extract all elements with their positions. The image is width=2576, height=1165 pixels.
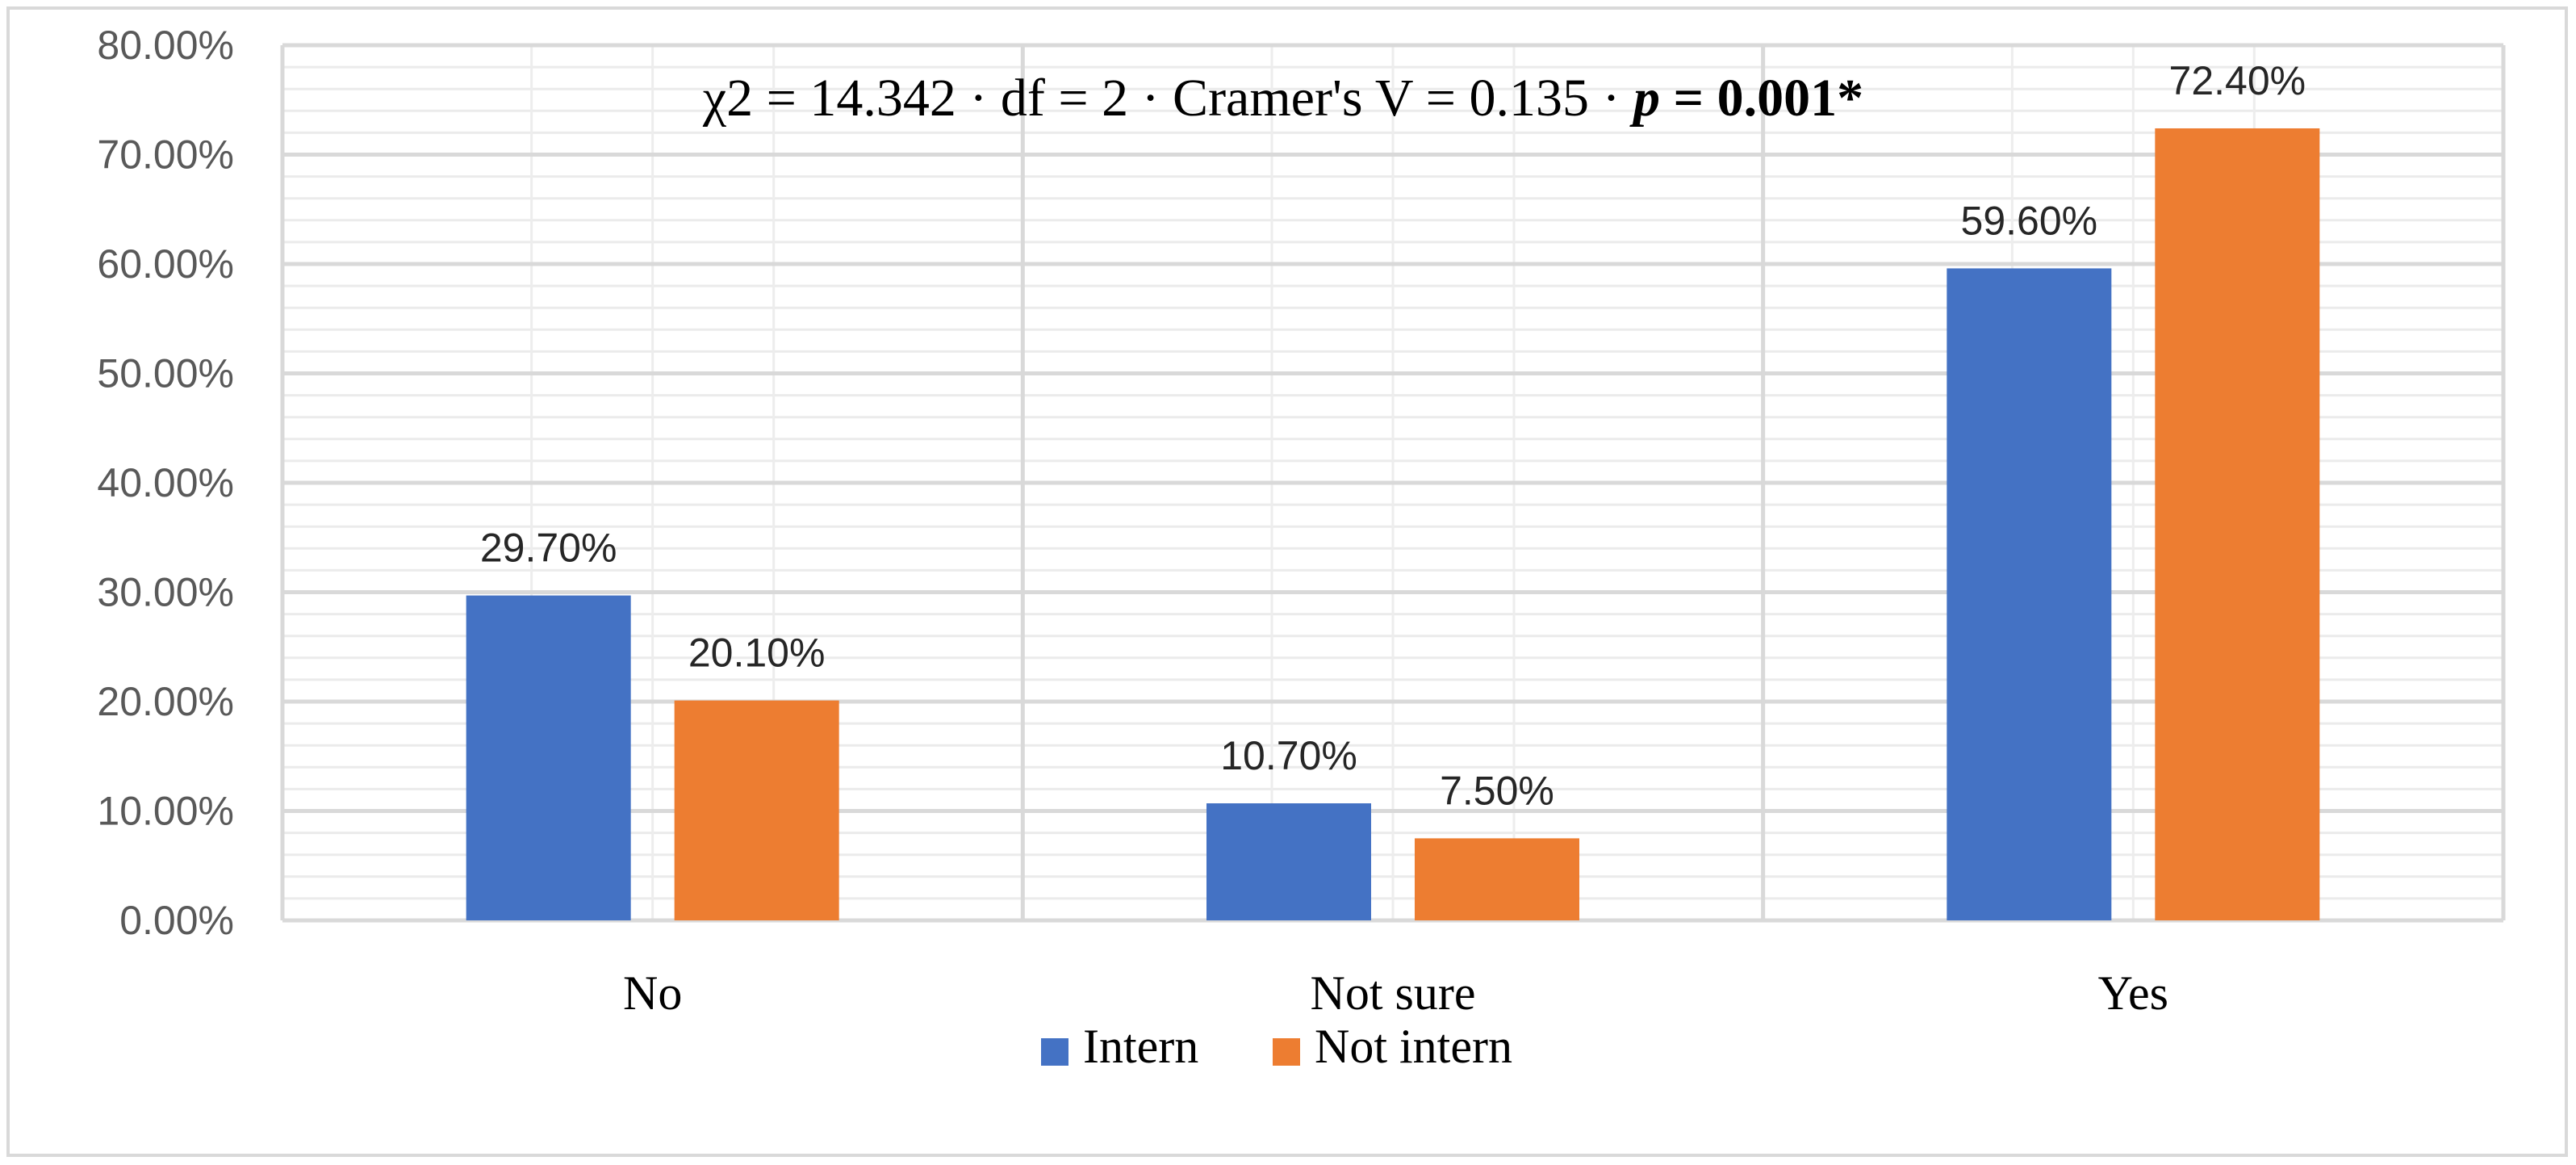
y-tick-label: 40.00% [97,460,234,505]
bars [466,128,2320,921]
bar-intern [1947,268,2112,920]
data-label: 29.70% [480,526,617,571]
y-tick-label: 60.00% [97,241,234,287]
annotation-p-value: = 0.001* [1660,69,1863,128]
bar-not-intern [2155,128,2320,921]
chart-annotation: χ2 = 14.342 · df = 2 · Cramer's V = 0.13… [702,69,1863,128]
data-label: 59.60% [1961,198,2098,243]
bar-intern [466,595,631,920]
legend-swatch [1041,1038,1068,1066]
legend-label: Not intern [1315,1020,1512,1073]
legend-swatch [1273,1038,1300,1066]
bar-not-intern [1415,838,1579,920]
legend-label: Intern [1083,1020,1198,1073]
bar-not-intern [674,700,839,920]
x-category-label: Yes [2098,966,2168,1020]
data-label: 10.70% [1220,733,1357,778]
legend: Intern Not intern [1041,1020,1512,1073]
x-category-label: No [623,966,682,1020]
x-category-label: Not sure [1311,966,1476,1020]
y-tick-label: 80.00% [97,23,234,68]
y-tick-label: 20.00% [97,679,234,724]
x-axis-category-labels: No Not sure Yes [623,966,2168,1020]
gridlines [280,43,2506,923]
y-tick-label: 10.00% [97,789,234,834]
y-tick-label: 0.00% [119,898,234,943]
data-label: 72.40% [2169,58,2306,103]
annotation-p-symbol: p [1629,69,1660,128]
data-labels: 29.70% 10.70% 59.60% 20.10% 7.50% 72.40% [480,58,2306,813]
y-tick-label: 30.00% [97,570,234,615]
bar-intern [1206,803,1371,920]
data-label: 7.50% [1440,768,1554,813]
data-label: 20.10% [688,631,826,676]
y-axis-tick-labels: 0.00% 10.00% 20.00% 30.00% 40.00% 50.00% 60.00… [97,23,234,943]
y-tick-label: 70.00% [97,132,234,178]
y-tick-label: 50.00% [97,351,234,396]
annotation-chi-square-text: χ2 = 14.342 · df = 2 · Cramer's V = 0.13… [702,69,1633,128]
